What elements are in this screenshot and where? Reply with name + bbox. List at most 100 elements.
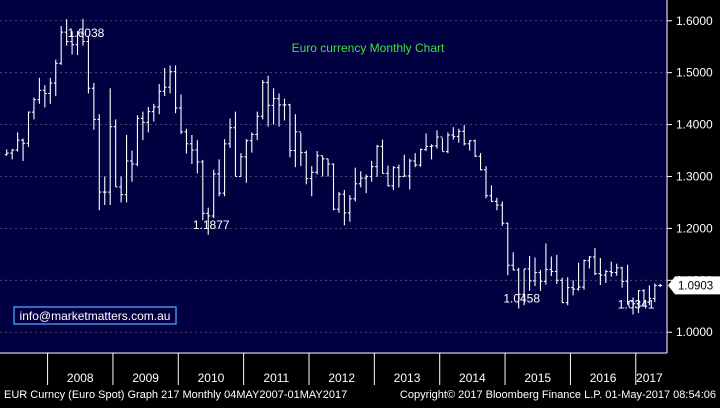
ohlc-bar xyxy=(522,268,527,306)
ohlc-bar xyxy=(593,248,597,276)
ohlc-bar xyxy=(277,93,281,127)
ohlc-bar xyxy=(309,166,314,197)
last-value-label: 1.0903 xyxy=(678,280,713,292)
ohlc-bar xyxy=(582,259,586,290)
ohlc-bar xyxy=(173,65,178,114)
ohlc-bar xyxy=(26,111,31,147)
x-year-label: 2017 xyxy=(636,371,663,385)
ohlc-bar xyxy=(113,119,118,188)
ohlc-bar xyxy=(298,131,303,167)
ohlc-bar xyxy=(511,252,516,271)
ohlc-bar xyxy=(478,153,483,171)
ohlc-bar xyxy=(217,159,222,197)
ohlc-bar xyxy=(652,283,657,303)
ohlc-bar xyxy=(320,155,325,177)
ohlc-bar xyxy=(625,264,630,305)
ohlc-bar xyxy=(456,128,461,143)
ohlc-bar xyxy=(200,159,205,221)
footer-bar xyxy=(0,385,720,403)
ohlc-bar xyxy=(429,144,434,160)
ohlc-bar xyxy=(102,176,107,206)
price-annotation: 1.1877 xyxy=(193,218,230,232)
ohlc-bar xyxy=(358,171,363,188)
ohlc-bar xyxy=(108,88,113,206)
ohlc-bar xyxy=(451,127,456,140)
ohlc-bar xyxy=(631,297,635,315)
ohlc-bar xyxy=(445,132,450,154)
ohlc-bar xyxy=(21,138,25,161)
ohlc-bar xyxy=(587,255,592,269)
price-annotation: 1.0458 xyxy=(503,291,540,305)
y-tick-label: 1.4000 xyxy=(676,118,713,132)
ohlc-bar xyxy=(571,280,576,296)
ohlc-bar xyxy=(538,269,543,291)
ohlc-bar xyxy=(48,77,53,104)
ohlc-bar xyxy=(380,139,385,174)
ohlc-bar xyxy=(15,132,20,152)
ohlc-bar xyxy=(266,75,271,127)
ohlc-bar xyxy=(609,261,614,277)
ohlc-bar xyxy=(288,103,292,158)
ohlc-bar xyxy=(239,153,243,178)
x-axis-panel xyxy=(0,353,667,385)
ohlc-bar xyxy=(647,285,652,306)
ohlc-bar xyxy=(233,111,238,178)
ohlc-bar xyxy=(418,148,423,167)
ohlc-bar xyxy=(543,243,548,285)
ohlc-bar xyxy=(375,144,379,178)
last-value-box xyxy=(668,276,720,295)
footer-left: EUR Curncy (Euro Spot) Graph 217 Monthly… xyxy=(4,389,347,401)
x-year-label: 2009 xyxy=(132,371,159,385)
x-year-label: 2013 xyxy=(394,371,421,385)
ohlc-bar xyxy=(642,289,646,307)
ohlc-bar xyxy=(473,139,478,157)
ohlc-bar xyxy=(75,31,80,56)
price-annotation: 1.6038 xyxy=(68,26,105,40)
ohlc-bar xyxy=(396,164,401,188)
ohlc-bar xyxy=(135,115,140,167)
ohlc-bar xyxy=(53,59,58,97)
ohlc-bar xyxy=(658,283,663,288)
ohlc-bar xyxy=(4,149,9,156)
ohlc-bar xyxy=(271,88,276,125)
ohlc-bar xyxy=(489,185,494,202)
x-year-label: 2014 xyxy=(459,371,486,385)
watermark-box xyxy=(13,306,177,325)
y-tick-label: 1.3000 xyxy=(676,170,713,184)
x-year-label: 2010 xyxy=(198,371,225,385)
ohlc-bar xyxy=(494,197,499,211)
ohlc-bar xyxy=(304,150,309,185)
ohlc-bar xyxy=(353,167,358,202)
ohlc-bar xyxy=(386,165,390,187)
ohlc-bar xyxy=(462,125,467,146)
ohlc-bar xyxy=(500,201,505,226)
ohlc-bar xyxy=(337,192,341,213)
ohlc-bar xyxy=(249,132,254,153)
ohlc-bar xyxy=(81,18,85,46)
ohlc-bar xyxy=(527,255,532,291)
ohlc-bar xyxy=(222,139,227,197)
ohlc-bar xyxy=(331,163,336,211)
ohlc-bar xyxy=(282,98,287,121)
ohlc-bar xyxy=(440,136,445,153)
ohlc-bar xyxy=(565,277,570,306)
ohlc-bar xyxy=(505,222,510,276)
ohlc-bar xyxy=(211,169,216,219)
y-tick-label: 1.5000 xyxy=(676,66,713,80)
ohlc-bar xyxy=(598,258,603,285)
ohlc-bar xyxy=(402,154,407,178)
y-tick-label: 1.2000 xyxy=(676,221,713,235)
x-year-label: 2011 xyxy=(263,371,289,385)
ohlc-bar xyxy=(391,166,396,190)
gridlines xyxy=(0,20,667,333)
price-annotations: 1.6038 1.1877 1.0458 1.0341 xyxy=(68,26,655,312)
ohlc-bar xyxy=(603,269,608,283)
ohlc-bar xyxy=(533,257,537,287)
ohlc-bar xyxy=(206,207,211,235)
ohlc-bar xyxy=(549,256,554,277)
ohlc-bar xyxy=(228,118,232,148)
ohlc-bar xyxy=(413,153,418,168)
ohlc-bar xyxy=(97,114,102,211)
